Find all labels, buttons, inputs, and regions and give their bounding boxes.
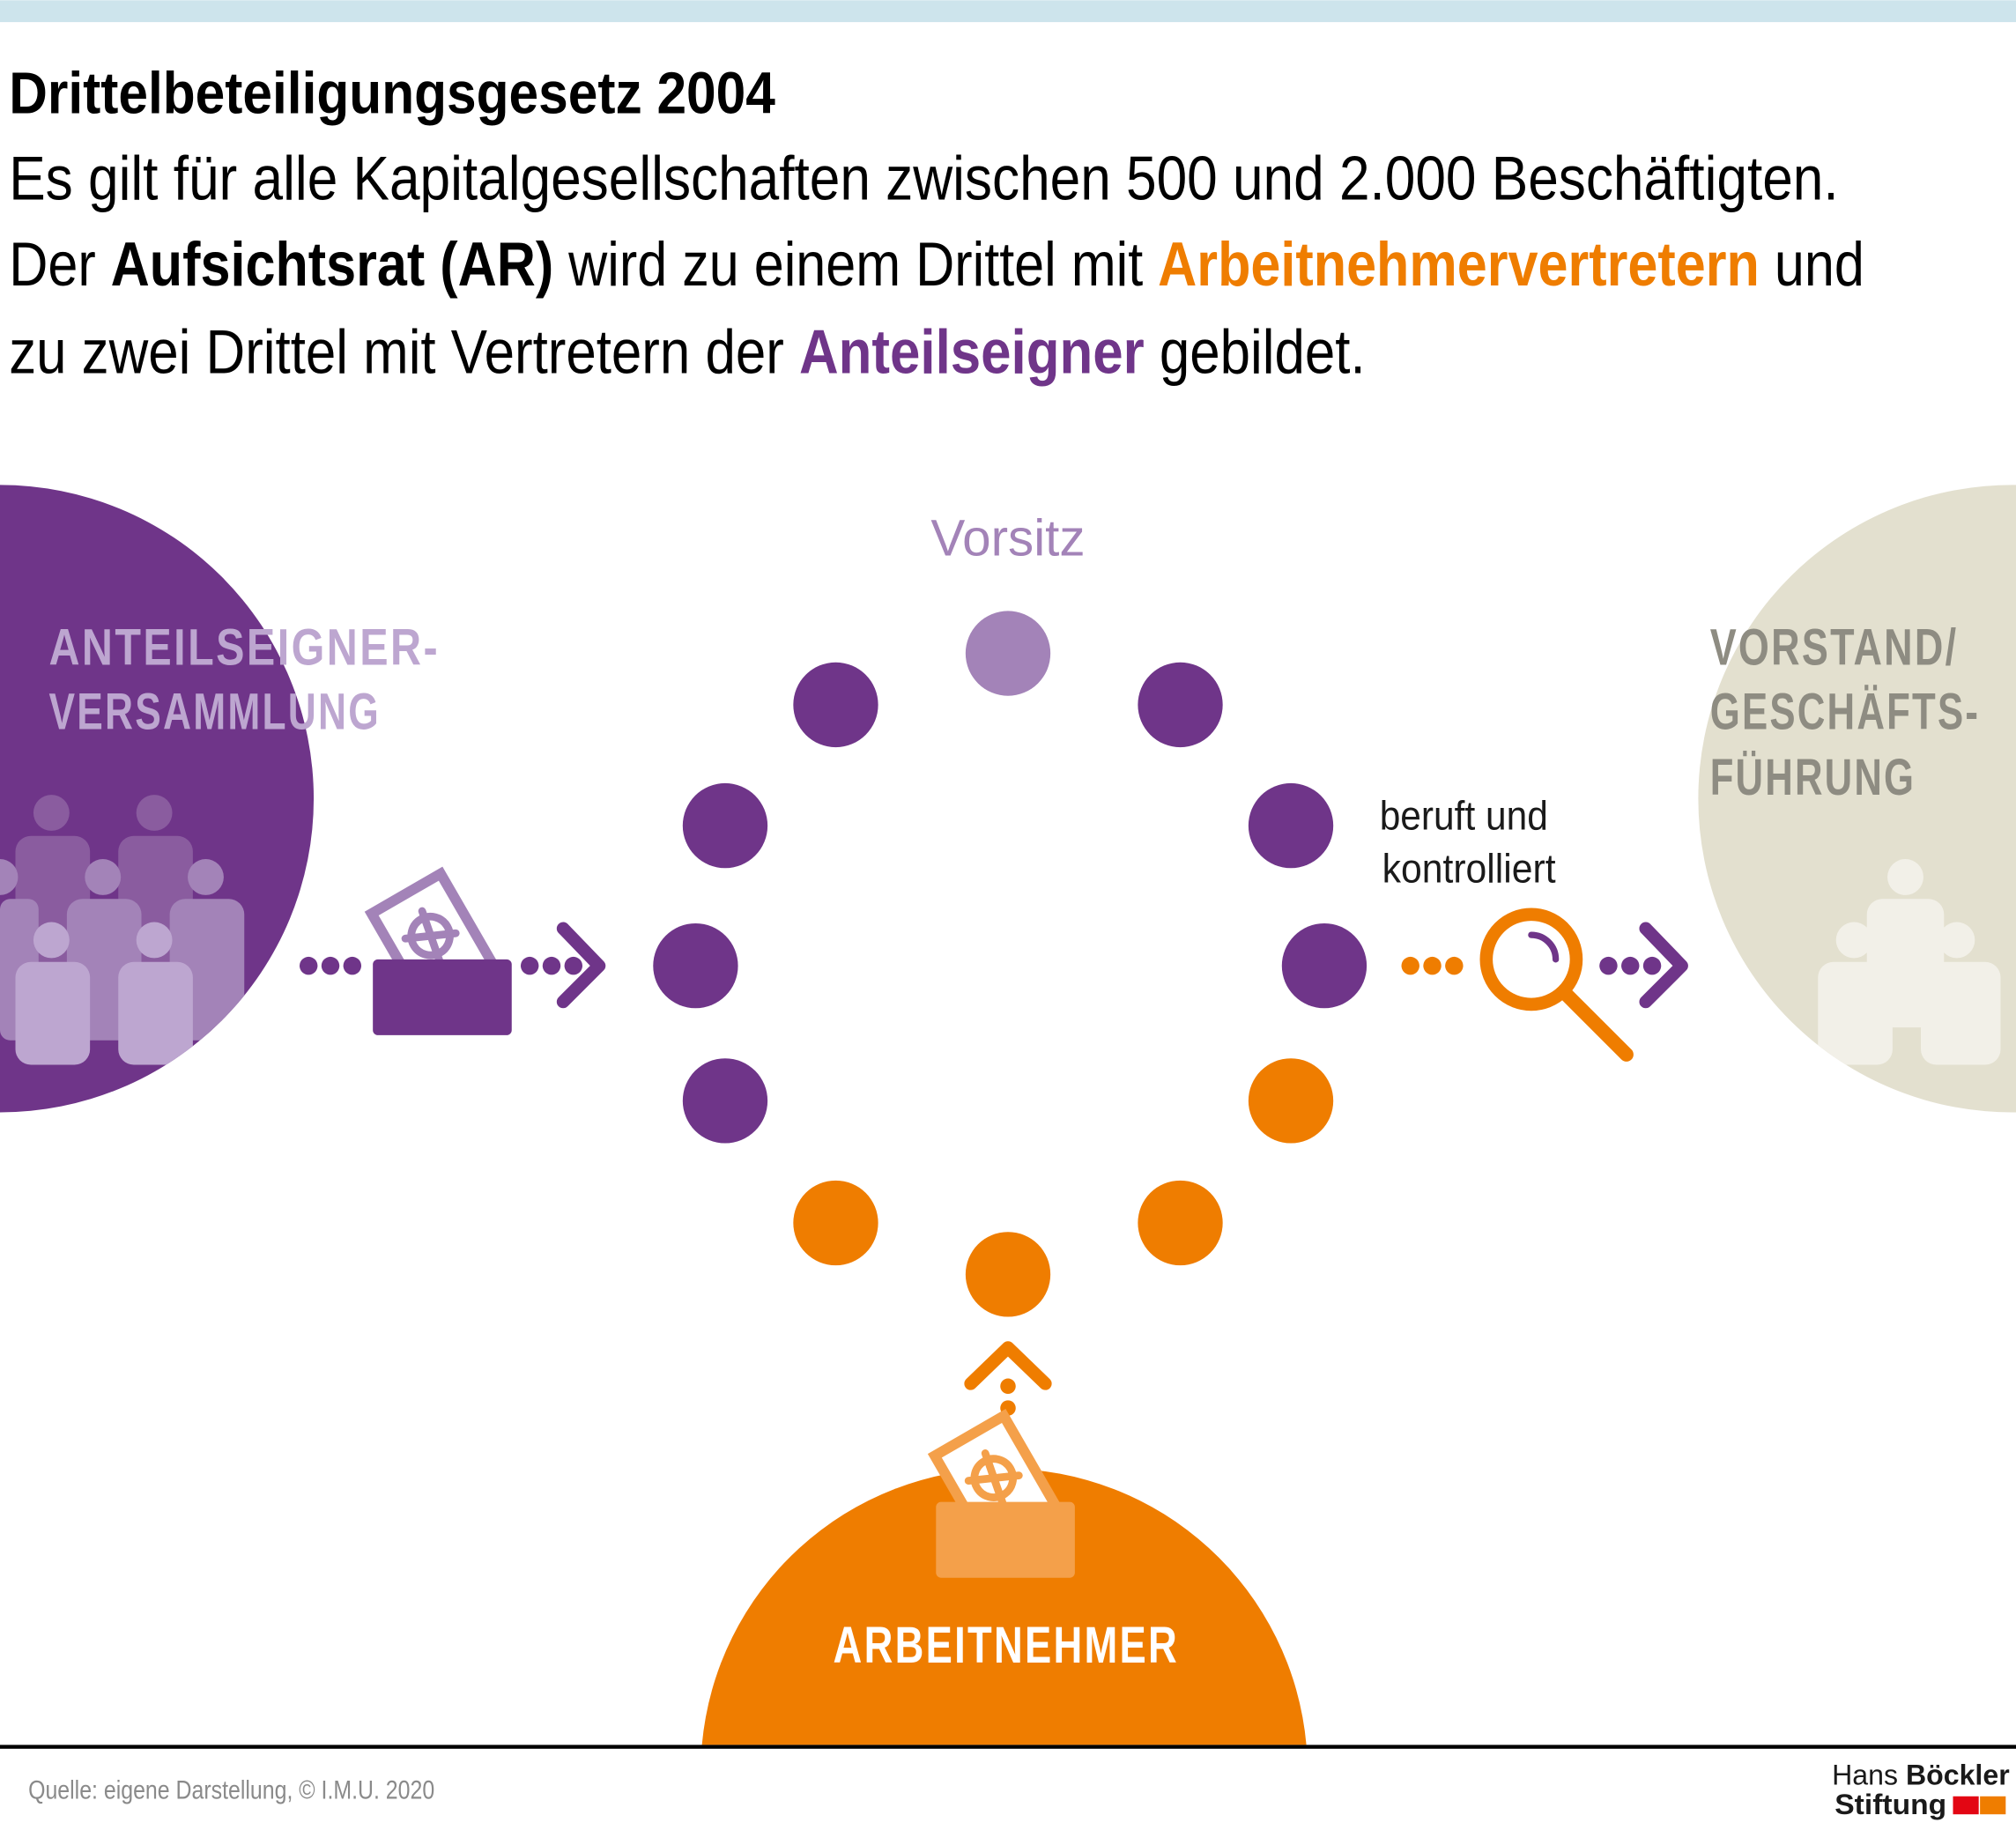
board-label-3: FÜHRUNG bbox=[1710, 749, 1916, 806]
management-board: VORSTAND/ GESCHÄFTS- FÜHRUNG bbox=[1698, 485, 2016, 1113]
hans-boeckler-logo: Hans Böckler Stiftung bbox=[1832, 1760, 2010, 1821]
dots bbox=[299, 956, 583, 975]
footer-divider bbox=[0, 1745, 2016, 1749]
term-arbeitnehmervertreter: Arbeitnehmervertretern bbox=[1158, 230, 1760, 299]
shareholder-vote-flow bbox=[299, 866, 606, 1035]
arrow-right-icon bbox=[556, 922, 606, 1009]
seat-shareholder bbox=[653, 922, 738, 1009]
relation-label-2: kontrolliert bbox=[1382, 845, 1556, 891]
arrow-right-icon bbox=[1639, 922, 1688, 1009]
svg-text:Hans Böckler: Hans Böckler bbox=[1832, 1760, 2010, 1791]
seat-shareholder bbox=[682, 1058, 768, 1144]
people-icon bbox=[1818, 859, 2001, 1065]
relation-label-1: beruft und bbox=[1380, 792, 1548, 838]
seat-shareholder bbox=[1281, 922, 1367, 1009]
seat-chair bbox=[965, 611, 1051, 696]
seat-shareholder bbox=[1138, 662, 1223, 748]
seat-shareholder bbox=[682, 782, 768, 869]
board-label-2: GESCHÄFTS- bbox=[1710, 684, 1980, 741]
text: gebildet. bbox=[1145, 317, 1366, 386]
intro-line-3: zu zwei Drittel mit Vertretern der Antei… bbox=[9, 317, 1365, 386]
intro-line-2: Der Aufsichtsrat (AR) wird zu einem Drit… bbox=[9, 230, 1864, 299]
ballot-icon bbox=[927, 1409, 1075, 1578]
control-flow: beruft und kontrolliert bbox=[1380, 792, 1688, 1062]
term-anteilseigner: Anteilseigner bbox=[799, 317, 1145, 386]
shareholders-meeting: ANTEILSEIGNER- VERSAMMLUNG bbox=[0, 485, 440, 1113]
text: zu zwei Drittel mit Vertretern der bbox=[9, 317, 799, 386]
top-bar bbox=[0, 0, 2016, 23]
seat-shareholder bbox=[1248, 782, 1334, 869]
employees: ARBEITNEHMER bbox=[701, 1341, 1307, 1745]
shareholders-label-1: ANTEILSEIGNER- bbox=[48, 619, 440, 677]
text: wird zu einem Drittel mit bbox=[553, 230, 1158, 299]
supervisory-board: Vorsitz bbox=[653, 510, 1367, 1317]
magnifier-icon bbox=[1479, 908, 1634, 1062]
shareholders-label-2: VERSAMMLUNG bbox=[48, 684, 380, 741]
intro-line-1: Es gilt für alle Kapitalgesellschaften z… bbox=[9, 144, 1838, 212]
text: Der bbox=[9, 230, 110, 299]
board-label-1: VORSTAND/ bbox=[1710, 619, 1959, 677]
seat-employee bbox=[965, 1232, 1051, 1317]
employees-label: ARBEITNEHMER bbox=[834, 1617, 1180, 1674]
seat-employee bbox=[1248, 1058, 1334, 1144]
people-icon bbox=[0, 795, 245, 1065]
employees-half-circle bbox=[701, 1468, 1307, 1745]
page-title: Drittelbeteiligungsgesetz 2004 bbox=[9, 61, 775, 127]
arrow-up-icon bbox=[964, 1341, 1052, 1390]
ballot-icon bbox=[364, 866, 512, 1035]
term-aufsichtsrat: Aufsichtsrat (AR) bbox=[111, 230, 554, 299]
chair-label: Vorsitz bbox=[930, 510, 1085, 567]
seat-shareholder bbox=[793, 662, 878, 748]
svg-text:Stiftung: Stiftung bbox=[1834, 1789, 1946, 1820]
seat-employee bbox=[793, 1180, 878, 1266]
seat-employee bbox=[1138, 1180, 1223, 1266]
source-note: Quelle: eigene Darstellung, © I.M.U. 202… bbox=[28, 1777, 434, 1805]
text: und bbox=[1760, 230, 1864, 299]
